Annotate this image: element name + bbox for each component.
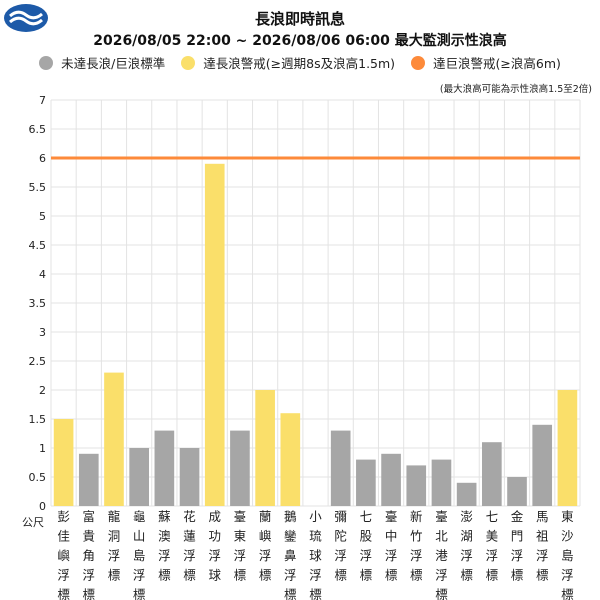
bar xyxy=(532,424,553,506)
y-tick-label: 2.5 xyxy=(29,355,47,368)
bar xyxy=(154,430,175,506)
bar xyxy=(78,453,99,506)
page-title: 長浪即時訊息 xyxy=(254,10,345,28)
x-tick-label: 鵝鑾鼻浮標 xyxy=(284,509,297,600)
legend-label-warning: 達長浪警戒(≥週期8s及浪高1.5m) xyxy=(203,56,396,71)
bar xyxy=(104,372,124,506)
x-tick-label: 臺中浮標 xyxy=(385,509,398,583)
x-tick-label: 臺北港浮標 xyxy=(435,509,448,600)
chart-subtitle: 2026/08/05 22:00 ~ 2026/08/06 06:00 最大監測… xyxy=(93,33,507,49)
cwa-logo-icon xyxy=(4,4,48,32)
bar xyxy=(456,482,477,506)
chart-note: (最大浪高可能為示性浪高1.5至2倍) xyxy=(439,84,592,95)
legend-label-danger: 達巨浪警戒(≥浪高6m) xyxy=(433,56,561,71)
bar xyxy=(356,459,376,506)
x-tick-label: 彭佳嶼浮標 xyxy=(57,509,70,600)
y-tick-label: 1 xyxy=(39,442,46,455)
y-tick-label: 7 xyxy=(39,94,46,107)
x-tick-label: 花蓮浮標 xyxy=(183,509,196,583)
x-tick-label: 金門浮標 xyxy=(511,509,524,583)
x-tick-label: 臺東浮標 xyxy=(234,509,247,583)
y-tick-label: 6.5 xyxy=(29,123,47,136)
y-tick-label: 6 xyxy=(39,152,46,165)
bar xyxy=(230,430,250,506)
x-tick-label: 七股浮標 xyxy=(360,509,373,583)
x-tick-label: 蘇澳浮標 xyxy=(158,509,171,583)
bar xyxy=(406,465,427,506)
y-tick-label: 3 xyxy=(39,326,46,339)
x-tick-label: 龜山島浮標 xyxy=(133,509,146,600)
chart-legend: 未達長浪/巨浪標準 達長浪警戒(≥週期8s及浪高1.5m) 達巨浪警戒(≥浪高6… xyxy=(0,53,600,72)
legend-label-normal: 未達長浪/巨浪標準 xyxy=(61,56,166,71)
x-tick-label: 東沙島浮標 xyxy=(561,509,574,600)
y-tick-label: 5 xyxy=(39,210,46,223)
y-tick-label: 0.5 xyxy=(29,471,47,484)
y-tick-label: 3.5 xyxy=(29,297,47,310)
x-tick-label: 彌陀浮標 xyxy=(334,509,347,583)
bar xyxy=(53,419,74,506)
bar xyxy=(381,453,401,506)
y-tick-label: 5.5 xyxy=(29,181,47,194)
bar xyxy=(431,459,452,506)
x-tick-label: 馬祖浮標 xyxy=(536,509,549,583)
legend-swatch-danger xyxy=(411,55,426,70)
bar xyxy=(507,477,527,506)
x-tick-label: 小琉球浮標 xyxy=(309,509,322,600)
y-tick-label: 4.5 xyxy=(29,239,47,252)
bar xyxy=(482,442,502,506)
x-tick-label: 龍洞浮標 xyxy=(108,509,121,583)
y-axis-label: 公尺 xyxy=(22,516,44,529)
y-tick-label: 4 xyxy=(39,268,46,281)
bar xyxy=(204,163,225,507)
legend-swatch-warning xyxy=(181,55,196,70)
x-tick-label: 新竹浮標 xyxy=(410,509,423,583)
y-tick-label: 1.5 xyxy=(29,413,47,426)
x-tick-label: 富貴角浮標 xyxy=(83,509,96,600)
y-tick-label: 2 xyxy=(39,384,46,397)
legend-item-danger: 達巨浪警戒(≥浪高6m) xyxy=(411,53,561,72)
x-tick-label: 蘭嶼浮標 xyxy=(259,509,272,583)
bar xyxy=(330,430,351,506)
x-tick-label: 澎湖浮標 xyxy=(460,509,473,583)
legend-item-warning: 達長浪警戒(≥週期8s及浪高1.5m) xyxy=(181,53,395,72)
legend-swatch-normal xyxy=(39,55,54,70)
legend-item-normal: 未達長浪/巨浪標準 xyxy=(39,53,165,72)
bar xyxy=(255,390,275,506)
y-tick-label: 0 xyxy=(39,500,46,513)
bar xyxy=(280,413,301,506)
bar xyxy=(129,448,149,506)
x-tick-label: 七美浮標 xyxy=(486,509,499,583)
bar xyxy=(557,390,578,506)
bar xyxy=(179,448,200,506)
x-tick-label: 成功浮球 xyxy=(208,509,221,583)
